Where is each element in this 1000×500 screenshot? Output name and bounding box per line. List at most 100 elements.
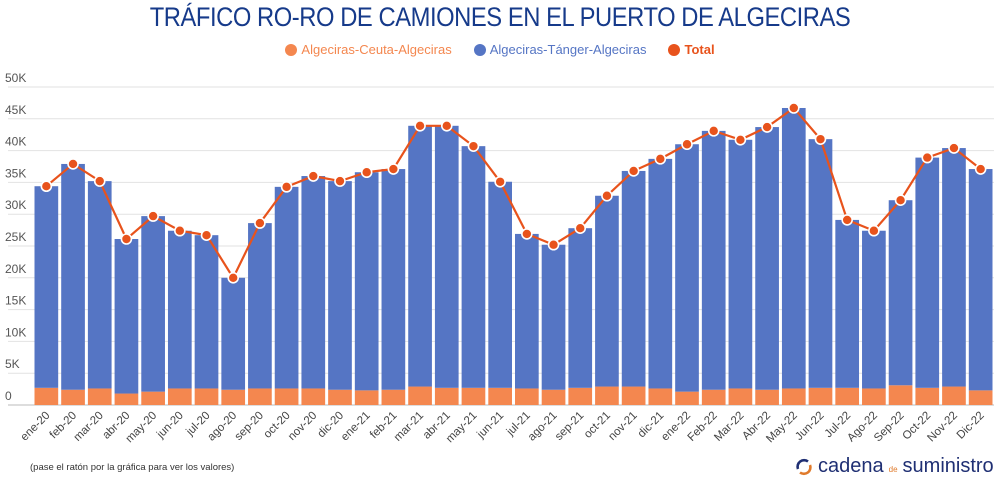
bar-ceuta — [675, 391, 699, 405]
x-tick-label: ene-21 — [339, 410, 373, 444]
total-point — [147, 210, 159, 222]
bar-ceuta — [888, 385, 913, 405]
total-point — [227, 271, 240, 284]
y-tick-label: 35K — [5, 166, 26, 180]
legend-item-total[interactable]: Total — [668, 42, 715, 57]
bar-ceuta — [568, 387, 593, 405]
bar-ceuta — [301, 388, 326, 405]
bar-tanger — [915, 157, 940, 388]
bar-tanger — [408, 125, 432, 387]
bar-ceuta — [621, 386, 646, 405]
bar-tanger — [194, 235, 219, 389]
total-point — [948, 142, 960, 154]
total-point — [93, 175, 106, 187]
legend-item-tanger[interactable]: Algeciras-Tánger-Algeciras — [473, 42, 647, 57]
bar-tanger — [942, 148, 966, 387]
bar-tanger — [488, 181, 512, 388]
total-point — [334, 175, 346, 187]
y-tick-label: 10K — [5, 325, 26, 339]
x-tick-label: ago-20 — [206, 410, 240, 444]
chart-area[interactable]: 0 5K 10K 15K 20K 25K 30K 35K 40K 45K 50K ene-20feb… — [0, 0, 1000, 460]
total-line — [40, 102, 987, 284]
y-tick-label: 25K — [5, 230, 26, 244]
bar-tanger — [221, 277, 246, 390]
x-tick-label: Mar-22 — [712, 410, 746, 444]
legend-dot-icon — [473, 43, 486, 56]
bar-ceuta — [274, 388, 299, 405]
total-point — [494, 175, 506, 188]
bar-tanger — [728, 139, 753, 389]
bar-tanger — [141, 216, 165, 392]
bar-ceuta — [942, 386, 966, 405]
x-tick-label: jun-21 — [474, 410, 506, 442]
bar-ceuta — [648, 388, 673, 405]
bar-tanger — [114, 239, 139, 394]
bars — [34, 107, 993, 405]
bar-tanger — [755, 127, 779, 390]
bar-tanger — [167, 230, 192, 389]
x-tick-label: sep-20 — [233, 410, 266, 443]
total-point — [174, 224, 186, 237]
y-tick-label: 50K — [5, 71, 26, 85]
bar-tanger — [621, 170, 646, 387]
x-tick-label: nov-20 — [286, 410, 319, 443]
bar-ceuta — [701, 389, 726, 405]
logo-text-main: cadena — [818, 455, 884, 477]
total-point — [841, 214, 853, 226]
y-tick-label: 20K — [5, 262, 26, 276]
total-point — [414, 119, 426, 132]
bar-tanger — [34, 186, 59, 388]
legend-item-ceuta[interactable]: Algeciras-Ceuta-Algeciras — [285, 42, 452, 57]
bar-tanger — [461, 146, 486, 388]
total-point — [868, 224, 880, 237]
total-point — [360, 166, 373, 179]
bar-tanger — [835, 219, 860, 388]
bar-ceuta — [141, 391, 165, 405]
logo-text-end: suministro — [902, 455, 994, 477]
total-point — [254, 217, 266, 229]
bar-ceuta — [515, 388, 539, 405]
total-point — [40, 180, 53, 193]
bar-ceuta — [488, 387, 512, 405]
total-point — [627, 165, 640, 177]
total-point — [707, 125, 720, 137]
x-tick-label: sep-21 — [553, 410, 586, 443]
logo: cadena de suministro — [794, 455, 994, 478]
legend-label: Algeciras-Ceuta-Algeciras — [301, 42, 452, 57]
bar-ceuta — [221, 389, 246, 405]
total-point — [467, 140, 480, 152]
bar-ceuta — [461, 387, 486, 405]
y-tick-label: 0 — [5, 389, 12, 403]
x-tick-label: mar-20 — [72, 410, 106, 444]
bar-ceuta — [34, 387, 59, 405]
bar-ceuta — [87, 388, 112, 405]
bar-tanger — [568, 228, 593, 388]
bar-ceuta — [915, 387, 940, 405]
bar-ceuta — [381, 389, 406, 405]
total-point — [574, 222, 587, 234]
bar-tanger — [328, 181, 352, 390]
bar-ceuta — [862, 388, 886, 405]
hover-note: (pase el ratón por la gráfica para ver l… — [30, 462, 235, 473]
total-point — [200, 229, 213, 241]
bar-tanger — [61, 163, 85, 390]
total-point — [974, 163, 987, 175]
x-tick-label: jun-20 — [154, 410, 186, 442]
bar-tanger — [248, 223, 272, 389]
bar-tanger — [648, 158, 673, 389]
bar-ceuta — [61, 389, 85, 405]
legend-dot-icon — [668, 43, 681, 56]
bar-tanger — [675, 144, 699, 392]
legend-label: Algeciras-Tánger-Algeciras — [489, 42, 647, 57]
bar-tanger — [888, 200, 913, 386]
total-point — [681, 138, 693, 151]
bar-ceuta — [728, 388, 753, 405]
bar-ceuta — [808, 387, 833, 405]
bar-ceuta — [328, 389, 352, 405]
bar-tanger — [515, 233, 539, 389]
total-point — [387, 163, 400, 175]
total-point — [120, 233, 133, 245]
total-point — [814, 133, 827, 145]
total-point — [654, 153, 667, 165]
x-tick-label: Dic-22 — [955, 410, 987, 442]
